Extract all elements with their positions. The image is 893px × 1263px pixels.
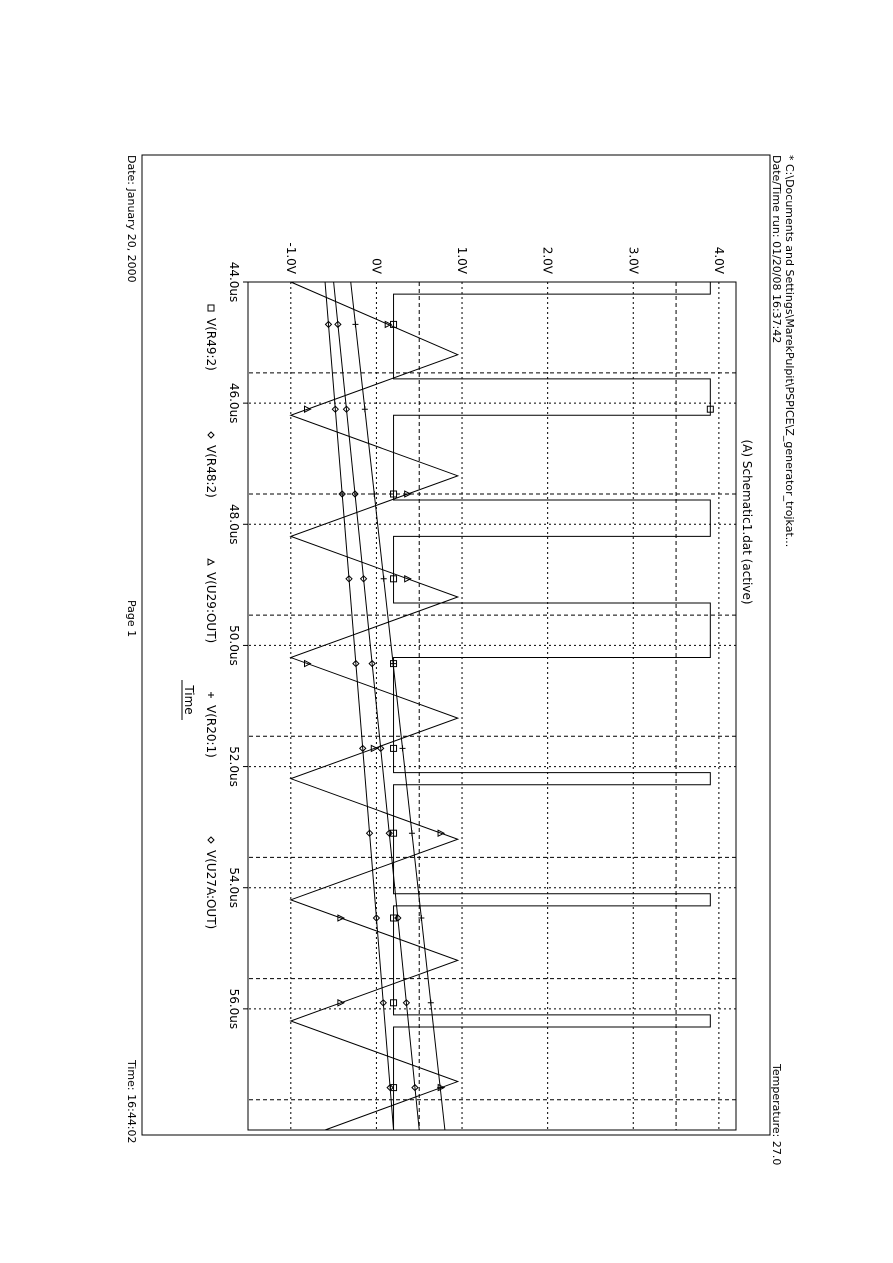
square-marker — [706, 405, 714, 413]
star-marker — [371, 491, 378, 497]
square-marker — [207, 304, 215, 312]
y-tick-label: 0V — [369, 258, 383, 275]
series-line — [393, 281, 711, 1131]
legend-label: V(R20:1) — [204, 705, 218, 758]
plot-area — [247, 281, 737, 1131]
temperature-label: Temperature: 27.0 — [770, 1063, 783, 1165]
diamond-marker — [386, 1083, 394, 1092]
diamond-marker — [368, 659, 376, 668]
x-axis: 44.0us 46.0us 48.0us 50.0us 52.0us 54.0us 56.0… — [227, 262, 248, 1029]
series-v-u27a-out- — [333, 281, 420, 1131]
square-marker — [390, 999, 398, 1007]
square-marker — [390, 829, 398, 837]
star-marker — [390, 660, 397, 667]
diamond-marker — [207, 431, 215, 439]
square-marker — [390, 744, 398, 752]
star-marker — [399, 745, 406, 752]
diamond-marker — [351, 490, 359, 498]
diamond-marker — [359, 744, 367, 753]
series-v-u29-out- — [289, 281, 460, 1131]
y-tick-label: 2.0V — [541, 247, 555, 275]
triangle-marker — [384, 320, 393, 329]
triangle-marker — [337, 914, 346, 922]
footer-date: Date: January 20, 2000 — [125, 155, 138, 283]
series-line — [350, 281, 446, 1131]
triangle-marker — [207, 558, 216, 566]
series-v-r48-2- — [324, 281, 395, 1131]
square-marker — [390, 490, 398, 498]
x-tick-label: 48.0us — [227, 504, 241, 545]
diamond-marker — [352, 659, 360, 668]
diamond-marker — [324, 320, 333, 329]
x-axis-label: Time — [182, 684, 196, 714]
diamond-marker — [342, 405, 351, 413]
triangle-marker — [404, 490, 412, 498]
square-marker — [390, 575, 398, 583]
diamond-marker — [379, 999, 387, 1007]
triangle-marker — [437, 829, 446, 838]
diamond-marker — [207, 836, 215, 844]
y-tick-label: -1.0V — [284, 242, 298, 274]
y-tick-label: 3.0V — [626, 247, 640, 275]
x-tick-label: 46.0us — [227, 383, 241, 424]
series-v-r49-2- — [390, 281, 714, 1131]
y-axis: -1.0V 0V 1.0V 2.0V 3.0V 4.0V — [284, 242, 726, 274]
triangle-marker — [304, 405, 312, 414]
star-marker — [361, 406, 368, 413]
file-path-label: * C:\Documents and Settings\MarekPulpit\… — [783, 155, 796, 547]
triangle-marker — [304, 659, 312, 668]
footer-page: Page 1 — [125, 600, 138, 637]
star-marker — [408, 830, 415, 837]
x-tick-label: 44.0us — [227, 262, 241, 303]
star-marker — [418, 915, 425, 921]
run-datetime-label: Date/Time run: 01/20/08 16:37:42 — [770, 155, 783, 343]
diamond-marker — [334, 320, 342, 329]
legend-label: V(R48:2) — [204, 445, 218, 498]
star-marker — [208, 692, 214, 698]
triangle-marker — [370, 744, 379, 753]
star-marker — [427, 999, 434, 1006]
star-marker — [352, 321, 359, 328]
series-line — [289, 281, 460, 1131]
diamond-marker — [365, 829, 374, 837]
chart-title: (A) Schematic1.dat (active) — [740, 439, 754, 604]
series-line — [333, 281, 420, 1131]
diamond-marker — [385, 829, 393, 837]
diamond-marker — [359, 575, 368, 583]
series-line — [324, 281, 395, 1131]
legend-label: V(R49:2) — [204, 318, 218, 371]
diamond-marker — [372, 914, 381, 922]
legend: V(R49:2) V(R48:2) V(U29:OUT) V(R20:1) V(U27A… — [204, 304, 218, 929]
triangle-marker — [337, 998, 346, 1007]
diamond-marker — [394, 914, 402, 922]
diamond-marker — [331, 405, 340, 413]
y-tick-label: 1.0V — [455, 247, 469, 275]
diamond-marker — [376, 744, 385, 753]
star-marker — [380, 575, 387, 582]
grid — [248, 281, 736, 1130]
diamond-marker — [411, 1083, 419, 1092]
legend-label: V(U27A:OUT) — [204, 850, 218, 929]
square-marker — [390, 914, 398, 922]
star-marker — [437, 1084, 444, 1091]
x-tick-label: 56.0us — [227, 989, 241, 1030]
diamond-marker — [345, 575, 353, 583]
x-tick-label: 52.0us — [227, 746, 241, 787]
y-tick-label: 4.0V — [712, 247, 726, 275]
series-layer — [289, 281, 714, 1131]
triangle-marker — [404, 574, 412, 583]
x-tick-label: 54.0us — [227, 867, 241, 908]
diamond-marker — [402, 999, 411, 1007]
x-tick-label: 50.0us — [227, 625, 241, 666]
legend-label: V(U29:OUT) — [204, 572, 218, 643]
diamond-marker — [338, 490, 346, 498]
outer-frame — [141, 154, 771, 1136]
series-v-r20-1- — [350, 281, 446, 1131]
footer-time: Time: 16:44:02 — [125, 1059, 138, 1144]
